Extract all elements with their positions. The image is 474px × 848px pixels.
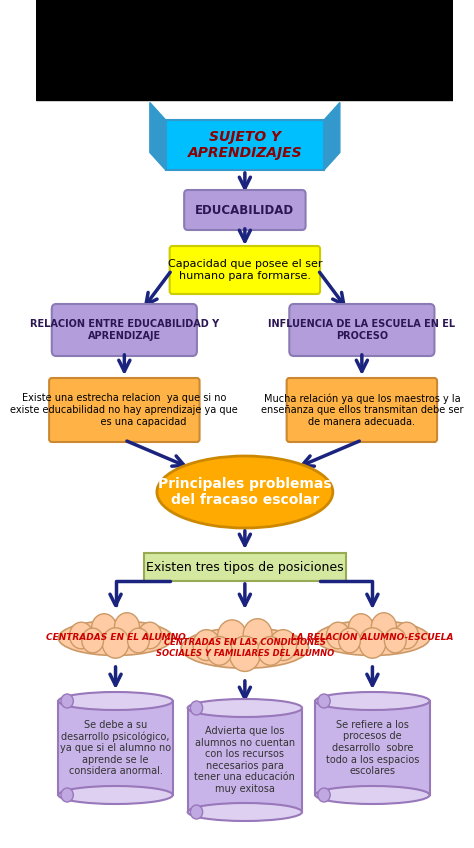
FancyBboxPatch shape xyxy=(289,304,435,356)
Circle shape xyxy=(359,628,386,658)
Circle shape xyxy=(128,628,149,653)
Text: EDUCABILIDAD: EDUCABILIDAD xyxy=(195,204,294,216)
Text: Mucha relación ya que los maestros y la
enseñanza que ellos transmitan debe ser
: Mucha relación ya que los maestros y la … xyxy=(261,393,463,427)
Circle shape xyxy=(191,805,203,819)
Polygon shape xyxy=(324,103,340,170)
Text: Principales problemas
del fracaso escolar: Principales problemas del fracaso escola… xyxy=(158,477,332,507)
FancyBboxPatch shape xyxy=(315,701,429,795)
Circle shape xyxy=(218,620,246,653)
Circle shape xyxy=(91,614,117,642)
Polygon shape xyxy=(150,103,166,170)
Circle shape xyxy=(138,622,162,649)
Ellipse shape xyxy=(315,621,429,656)
Circle shape xyxy=(339,628,360,653)
Text: Existen tres tipos de posiciones: Existen tres tipos de posiciones xyxy=(146,561,344,573)
Circle shape xyxy=(229,636,260,672)
Ellipse shape xyxy=(181,628,309,668)
Circle shape xyxy=(258,637,283,665)
Circle shape xyxy=(207,637,232,665)
Text: SUJETO Y
APRENDIZAJES: SUJETO Y APRENDIZAJES xyxy=(188,130,302,160)
FancyBboxPatch shape xyxy=(144,553,346,581)
FancyBboxPatch shape xyxy=(52,304,197,356)
FancyBboxPatch shape xyxy=(170,246,320,294)
Text: Existe una estrecha relacion  ya que si no
existe educabilidad no hay aprendizaj: Existe una estrecha relacion ya que si n… xyxy=(10,393,238,427)
Circle shape xyxy=(191,701,203,715)
Circle shape xyxy=(371,613,396,641)
Circle shape xyxy=(348,614,374,642)
Text: Se debe a su
desarrollo psicológico,
ya que si el alumno no
aprende se le
consid: Se debe a su desarrollo psicológico, ya … xyxy=(60,719,171,777)
FancyBboxPatch shape xyxy=(49,378,200,442)
Ellipse shape xyxy=(58,621,173,656)
Circle shape xyxy=(318,788,330,802)
Text: RELACION ENTRE EDUCABILIDAD Y
APRENDIZAJE: RELACION ENTRE EDUCABILIDAD Y APRENDIZAJ… xyxy=(30,319,219,341)
Circle shape xyxy=(318,694,330,708)
Circle shape xyxy=(327,622,350,649)
Circle shape xyxy=(82,628,103,653)
Text: Capacidad que posee el ser
humano para formarse.: Capacidad que posee el ser humano para f… xyxy=(168,259,322,281)
Circle shape xyxy=(61,788,73,802)
Circle shape xyxy=(102,628,129,658)
Text: CENTRADAS EN EL ALUMNO: CENTRADAS EN EL ALUMNO xyxy=(46,633,185,643)
Text: Advierta que los
alumnos no cuentan
con los recursos
necesarios para
tener una e: Advierta que los alumnos no cuentan con … xyxy=(194,726,295,794)
Circle shape xyxy=(270,630,297,661)
Ellipse shape xyxy=(58,692,173,710)
FancyBboxPatch shape xyxy=(166,120,324,170)
Circle shape xyxy=(114,613,139,641)
Circle shape xyxy=(61,694,73,708)
Text: Se refiere a los
procesos de
desarrollo  sobre
todo a los espacios
escolares: Se refiere a los procesos de desarrollo … xyxy=(326,720,419,776)
Ellipse shape xyxy=(157,456,333,528)
FancyBboxPatch shape xyxy=(188,708,302,812)
Text: LA RELACIÓN ALUMNO-ESCUELA: LA RELACIÓN ALUMNO-ESCUELA xyxy=(291,633,454,643)
Circle shape xyxy=(243,619,272,652)
Bar xyxy=(36,0,453,100)
Ellipse shape xyxy=(315,692,429,710)
Circle shape xyxy=(70,622,93,649)
FancyBboxPatch shape xyxy=(287,378,437,442)
Circle shape xyxy=(395,622,419,649)
Text: INFLUENCIA DE LA ESCUELA EN EL
PROCESO: INFLUENCIA DE LA ESCUELA EN EL PROCESO xyxy=(268,319,456,341)
Text: CENTRADAS EN LAS CONDICIONES
SOCIALES Y FAMILIARES DEL ALUMNO: CENTRADAS EN LAS CONDICIONES SOCIALES Y … xyxy=(156,639,334,658)
Ellipse shape xyxy=(188,803,302,821)
Ellipse shape xyxy=(58,786,173,804)
Circle shape xyxy=(193,630,220,661)
FancyBboxPatch shape xyxy=(184,190,306,230)
Ellipse shape xyxy=(315,786,429,804)
FancyBboxPatch shape xyxy=(58,701,173,795)
Ellipse shape xyxy=(188,699,302,717)
Circle shape xyxy=(384,628,406,653)
